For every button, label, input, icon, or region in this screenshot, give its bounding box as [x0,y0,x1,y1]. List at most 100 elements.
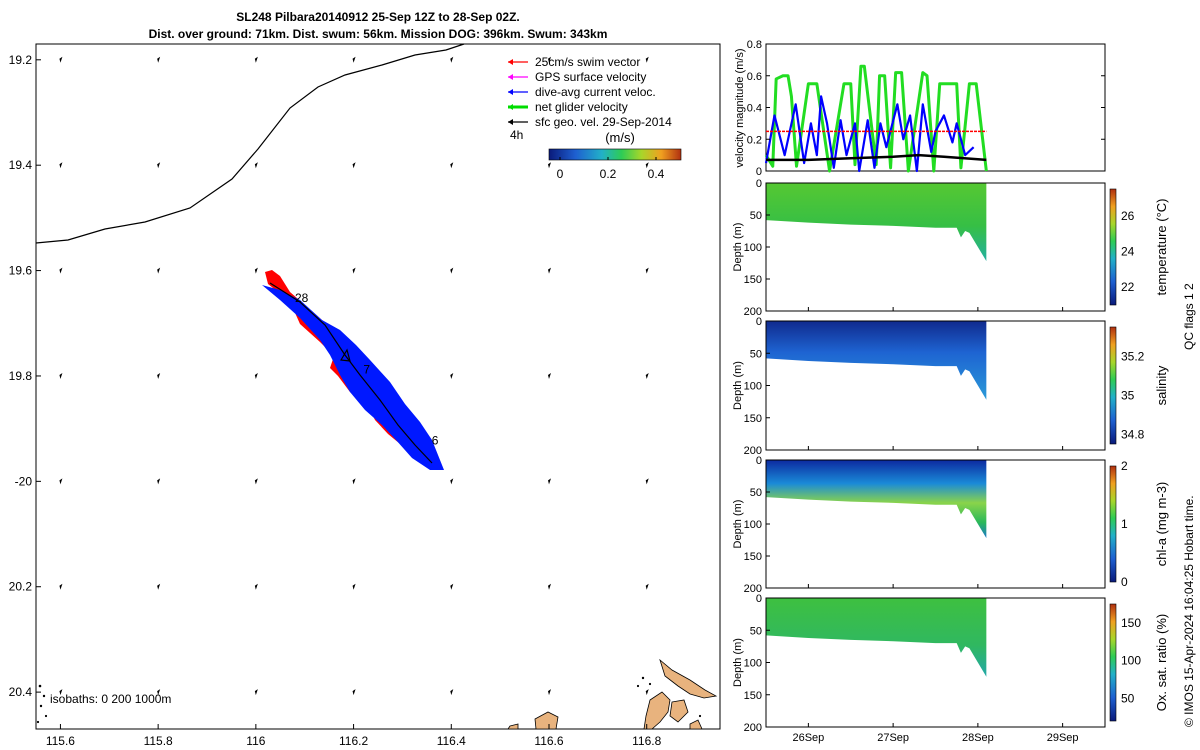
glider-track [262,270,444,470]
colorbar-tick-label: 1 [1121,517,1128,531]
velocity-y-tick-label: 0.2 [747,134,762,146]
geo-velocity-arrow [59,372,63,379]
colorbar-title: (m/s) [605,130,635,145]
geo-velocity-arrow [157,267,161,274]
geo-velocity-arrow [548,583,551,590]
dive-avg-current-cluster [262,285,444,470]
section-data-area [766,460,987,539]
section-y-tick-label: 100 [744,242,762,254]
geo-velocity-arrow [157,478,161,485]
footer-credit: © IMOS 15-Apr-2024 16:04:25 Hobart time. [1182,495,1196,727]
section-y-tick-label: 50 [750,348,762,360]
geo-velocity-arrow [645,689,649,696]
section-x-tick-label: 26Sep [792,732,824,744]
map-x-tick-label: 115.8 [144,734,173,748]
velocity-series [764,64,988,173]
geo-velocity-arrow [157,689,161,696]
geo-velocity-arrow [548,267,551,274]
colorbar-tick-label: 0 [557,167,564,181]
geostrophic-velocity-arrows [59,56,649,696]
geo-velocity-arrow [548,56,551,63]
geo-velocity-arrow [254,162,258,169]
geo-velocity-arrow [157,583,161,590]
geo-velocity-arrow [254,689,258,696]
section-y-tick-label: 50 [750,625,762,637]
colorbar-tick-label: 34.8 [1121,427,1145,441]
land-islands [507,658,718,730]
small-islets [36,676,702,724]
section-data-area [766,183,987,262]
section-y-tick-label: 200 [744,722,762,734]
track-marker [340,348,351,362]
geo-velocity-arrow [254,267,258,274]
qc-flags-label: QC flags 1 2 [1182,283,1196,350]
velocity-series-line [764,64,988,173]
section-panel: 0 50 100 150 200 Depth (m) 34.8 35 35.2 salinity [732,316,1169,457]
velocity-y-tick-label: 0.6 [747,71,762,83]
geo-velocity-arrow [352,583,356,590]
map-x-tick-label: 116.8 [632,734,661,748]
geo-velocity-arrow [352,162,356,169]
section-y-tick-label: 100 [744,381,762,393]
section-y-tick-label: 100 [744,658,762,670]
colorbar-tick-label: 35 [1121,388,1135,402]
map-x-tick-label: 116 [246,734,265,748]
geo-velocity-arrow [645,56,649,63]
geo-velocity-arrow [548,689,551,696]
map-y-tick-label: 19.8 [9,369,33,383]
geo-velocity-arrow [59,267,63,274]
geo-velocity-arrow [645,478,649,485]
geo-velocity-arrow [254,583,258,590]
velocity-y-tick-label: 0 [756,166,762,178]
legend-note: 4h [510,128,523,142]
section-y-tick-label: 50 [750,210,762,222]
geo-velocity-arrow [254,56,258,63]
section-colorbar [1109,326,1117,445]
legend-label: GPS surface velocity [535,70,646,84]
section-ylabel: Depth (m) [732,638,744,687]
geo-velocity-arrow [157,372,161,379]
section-x-tick-label: 29Sep [1047,732,1079,744]
legend-arrowhead [508,104,513,110]
map-x-tick-label: 116.2 [339,734,368,748]
colorbar-tick-label: 0 [1121,575,1128,589]
section-y-tick-label: 200 [744,583,762,595]
map-y-tick-label: 19.4 [9,158,33,172]
map-axes-frame [35,43,721,730]
geo-velocity-arrow [59,583,63,590]
section-panel: 0 50 100 150 200 Depth (m) 0 1 2 chl-a (mg m-3) [732,455,1169,595]
legend-label: dive-avg current veloc. [535,85,656,99]
map-x-tick-label: 116.6 [534,734,563,748]
velocity-ylabel: velocity magnitude (m/s) [734,48,746,167]
geo-velocity-arrow [450,267,454,274]
velocity-series-line [764,95,975,173]
map-y-tick-label: 20.4 [9,685,33,699]
day-label: 28 [295,291,309,305]
colorbar-tick-label: 0.4 [648,167,665,181]
map-panel: 28 7 6 115.6 115.8 116 116.2 116.4 116.6 116.8 1… [9,43,721,748]
colorbar-tick-label: 24 [1121,244,1135,258]
title-line-1: SL248 Pilbara20140912 25-Sep 12Z to 28-S… [236,10,520,24]
legend-label: sfc geo. vel. 29-Sep-2014 [535,115,672,129]
section-x-tick-label: 28Sep [962,732,994,744]
geo-velocity-arrow [450,478,454,485]
map-x-tick-label: 116.4 [437,734,466,748]
colorbar-ticks: 0 0.2 0.4 [557,157,665,181]
geo-velocity-arrow [450,56,454,63]
section-data-area [766,321,987,400]
day-label: 6 [432,433,439,447]
section-y-tick-label: 0 [756,593,762,605]
section-data-area [766,598,987,677]
section-y-tick-label: 0 [756,316,762,328]
colorbar-tick-label: 35.2 [1121,349,1145,363]
legend-label: 25cm/s swim vector [535,55,640,69]
section-y-tick-label: 150 [744,274,762,286]
section-colorbar [1109,465,1117,583]
colorbar-tick-label: 26 [1121,209,1135,223]
geo-velocity-arrow [157,162,161,169]
geo-velocity-arrow [157,56,161,63]
map-y-tick-label: 19.2 [9,53,33,67]
geo-velocity-arrow [645,162,649,169]
